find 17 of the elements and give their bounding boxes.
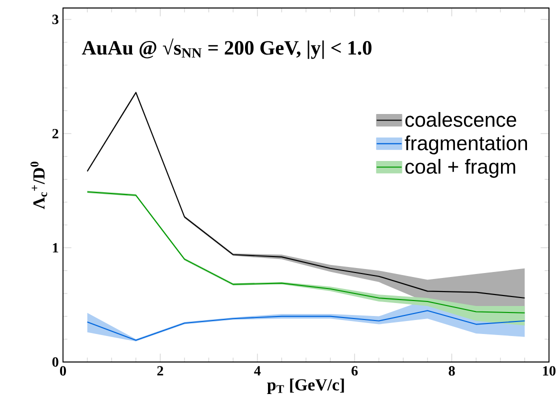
x-tick-label: 10 bbox=[543, 366, 556, 376]
x-axis-title: p$_{T}$ [GeV/c] bbox=[267, 378, 344, 394]
y-tick-label: 1 bbox=[52, 243, 58, 252]
legend-label: fragmentation bbox=[404, 135, 527, 154]
x-tick-label: 6 bbox=[352, 366, 358, 376]
legend-label: coal + fragm bbox=[405, 158, 516, 178]
y-axis-title: Λ$_{c}$$^{+}$/D$^{0}$ bbox=[30, 162, 48, 210]
x-tick-label: 4 bbox=[254, 366, 261, 376]
x-tick-label: 2 bbox=[157, 366, 164, 376]
x-tick-label: 0 bbox=[60, 366, 66, 376]
legend-label: coalescence bbox=[405, 112, 516, 127]
annotation: AuAu @ √s$_{NN}$ = 200 GeV, |y| < 1.0 bbox=[82, 38, 372, 59]
line-series bbox=[86, 310, 526, 341]
y-tick-label: 0 bbox=[52, 357, 58, 367]
y-tick-label: 2 bbox=[52, 128, 58, 138]
x-tick-label: 8 bbox=[448, 366, 455, 376]
y-tick-label: 3 bbox=[52, 14, 58, 24]
